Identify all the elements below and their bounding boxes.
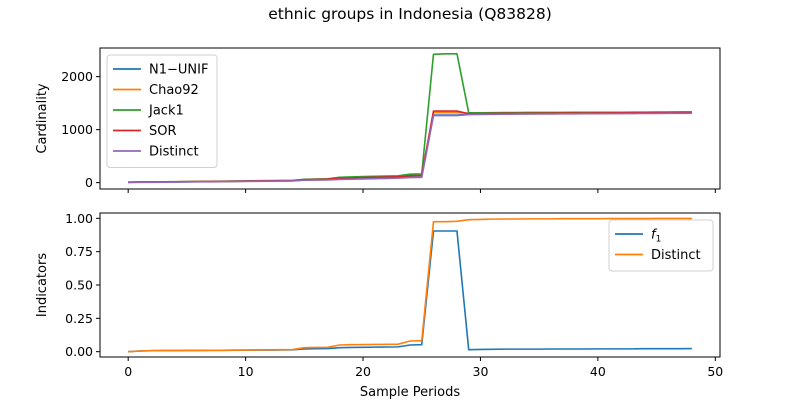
legend-label-distinct: Distinct bbox=[651, 248, 701, 263]
y-tick-label: 0.75 bbox=[65, 244, 93, 259]
x-tick-label: 10 bbox=[238, 364, 254, 379]
y-tick-label: 0.25 bbox=[65, 311, 93, 326]
y-axis-label: Indicators bbox=[35, 253, 50, 317]
series-line-distinct bbox=[128, 112, 692, 184]
legend-label-sor: SOR bbox=[149, 124, 177, 139]
legend-box bbox=[106, 54, 218, 168]
legend: N1−UNIF Chao92 Jack1 SOR Distinct bbox=[106, 54, 218, 168]
x-axis-label: Sample Periods bbox=[360, 385, 460, 400]
plot-frame bbox=[99, 47, 721, 190]
series-line-distinct bbox=[128, 217, 692, 353]
legend-label-jack1: Jack1 bbox=[148, 104, 184, 119]
legend-label-n1-unif: N1−UNIF bbox=[149, 63, 208, 78]
x-tick-label: 50 bbox=[707, 364, 723, 379]
legend: f1 Distinct bbox=[608, 219, 714, 272]
legend-label-chao92: Chao92 bbox=[149, 83, 199, 98]
y-tick-label: 0.50 bbox=[65, 278, 93, 293]
y-tick-label: 0.00 bbox=[65, 344, 93, 359]
y-tick-label: 1.00 bbox=[65, 211, 93, 226]
x-tick-label: 40 bbox=[590, 364, 606, 379]
y-tick-label: 0 bbox=[85, 175, 93, 190]
y-tick-label: 2000 bbox=[61, 69, 93, 84]
legend-box bbox=[608, 219, 714, 272]
series-line-f1 bbox=[128, 230, 692, 353]
legend-label-distinct: Distinct bbox=[149, 145, 199, 160]
y-axis-label: Cardinality bbox=[35, 83, 50, 154]
panel-indicators: 0.00 0.25 0.50 0.75 1.00 0 10 20 30 40 50 Indicator… bbox=[35, 211, 723, 379]
x-tick-label: 20 bbox=[355, 364, 371, 379]
legend-label-f1: f1 bbox=[651, 228, 661, 245]
chart-title: ethnic groups in Indonesia (Q83828) bbox=[268, 5, 552, 23]
panel-cardinality: 0 1000 2000 Cardinality N1−UNIF Chao92 Jack1 SO… bbox=[35, 47, 721, 193]
y-tick-label: 1000 bbox=[61, 122, 93, 137]
x-tick-label: 30 bbox=[473, 364, 489, 379]
x-tick-label: 0 bbox=[124, 364, 132, 379]
